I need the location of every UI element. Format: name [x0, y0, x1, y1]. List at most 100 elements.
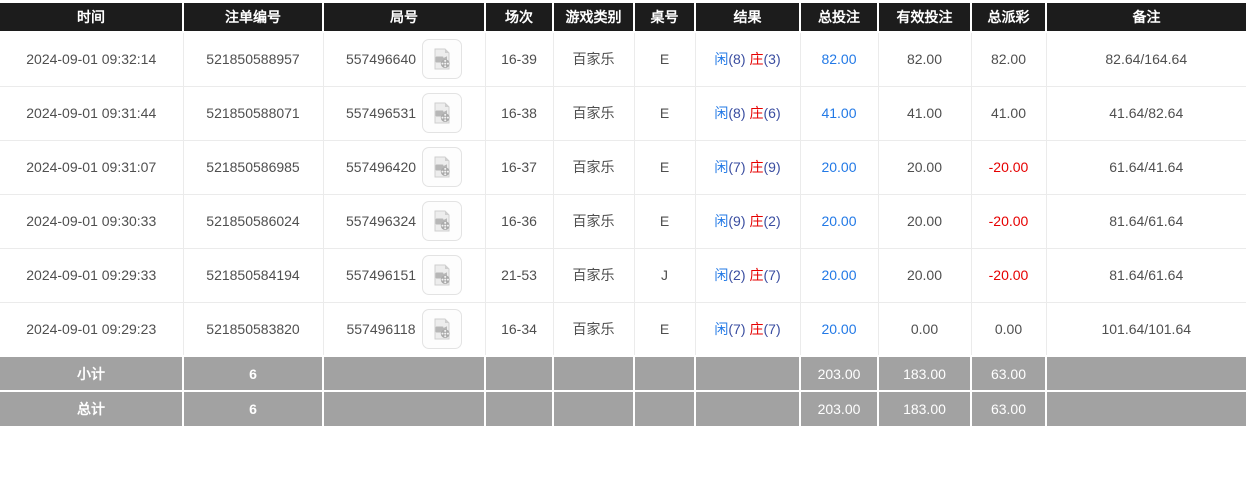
cell-result: 闲(2) 庄(7) [694, 247, 801, 303]
total-bet-link[interactable]: 20.00 [821, 159, 857, 175]
table-body: 2024-09-01 09:32:14 521850588957 5574966… [0, 31, 1246, 357]
cell-session: 16-38 [484, 85, 554, 141]
result-player-score: (8) [728, 51, 746, 68]
cell-round-id: 557496324 [322, 193, 486, 249]
summary-total-payout: 63.00 [971, 355, 1047, 391]
cell-table-no: E [633, 31, 696, 87]
video-replay-button[interactable] [422, 201, 463, 241]
summary-row: 总计 6 203.00 183.00 63.00 [0, 390, 1246, 426]
total-bet-link[interactable]: 82.00 [821, 51, 857, 68]
cell-bet-id: 521850588071 [182, 85, 324, 141]
cell-bet-id: 521850588957 [182, 31, 324, 87]
video-replay-button[interactable] [422, 93, 463, 133]
summary-empty-round [323, 355, 486, 391]
summary-empty-round [323, 390, 486, 426]
result-banker-score: (3) [763, 51, 781, 68]
result-banker-label: 庄 [749, 213, 764, 229]
summary-empty-game-type [553, 390, 635, 426]
summary-empty-table-no [634, 390, 696, 426]
cell-round-id: 557496640 [322, 31, 486, 87]
col-header-total-bet: 总投注 [800, 3, 879, 33]
round-id-text: 557496640 [345, 51, 417, 68]
cell-time: 2024-09-01 09:30:33 [0, 193, 184, 249]
cell-remark: 61.64/41.64 [1045, 139, 1246, 195]
cell-game-type: 百家乐 [552, 301, 635, 357]
round-id-text: 557496531 [345, 105, 417, 121]
cell-table-no: E [633, 139, 696, 195]
summary-valid-bet: 183.00 [878, 390, 972, 426]
cell-table-no: E [633, 301, 696, 357]
video-replay-button[interactable] [422, 147, 463, 187]
video-file-icon [434, 318, 450, 340]
cell-table-no: E [633, 85, 696, 141]
cell-remark: 101.64/101.64 [1045, 301, 1246, 357]
cell-total-bet: 20.00 [799, 247, 879, 303]
table-row: 2024-09-01 09:29:33 521850584194 5574961… [0, 247, 1246, 303]
summary-total-payout: 63.00 [971, 390, 1047, 426]
cell-total-payout: -20.00 [970, 247, 1047, 303]
total-bet-link[interactable]: 20.00 [821, 320, 857, 337]
video-file-icon [434, 48, 450, 70]
cell-total-payout: 41.00 [970, 85, 1047, 141]
result-banker-score: (6) [763, 105, 781, 121]
cell-remark: 81.64/61.64 [1045, 193, 1246, 249]
cell-time: 2024-09-01 09:31:07 [0, 139, 184, 195]
summary-empty-result [695, 355, 801, 391]
summary-label: 总计 [0, 390, 184, 426]
cell-result: 闲(7) 庄(7) [694, 301, 801, 357]
col-header-table-no: 桌号 [634, 3, 696, 33]
cell-game-type: 百家乐 [552, 139, 635, 195]
col-header-result: 结果 [695, 3, 801, 33]
cell-round-id: 557496118 [322, 301, 486, 357]
summary-label: 小计 [0, 355, 184, 391]
result-player-score: (8) [728, 105, 746, 121]
total-bet-link[interactable]: 20.00 [821, 267, 857, 283]
summary-empty-result [695, 390, 801, 426]
cell-bet-id: 521850586024 [182, 193, 324, 249]
bet-records-table: 时间 注单编号 局号 场次 游戏类别 桌号 结果 总投注 有效投注 总派彩 备注… [0, 3, 1246, 426]
cell-valid-bet: 20.00 [877, 193, 972, 249]
cell-result: 闲(8) 庄(6) [694, 85, 801, 141]
col-header-time: 时间 [0, 3, 184, 33]
table-row: 2024-09-01 09:31:44 521850588071 5574965… [0, 85, 1246, 141]
cell-valid-bet: 41.00 [877, 85, 972, 141]
summary-empty-table-no [634, 355, 696, 391]
result-player-label: 闲 [714, 51, 729, 68]
total-bet-link[interactable]: 41.00 [821, 105, 857, 121]
cell-result: 闲(8) 庄(3) [694, 31, 801, 87]
cell-bet-id: 521850586985 [182, 139, 324, 195]
col-header-total-payout: 总派彩 [971, 3, 1047, 33]
round-id-text: 557496324 [345, 213, 417, 229]
cell-time: 2024-09-01 09:31:44 [0, 85, 184, 141]
cell-round-id: 557496420 [322, 139, 486, 195]
cell-session: 16-36 [484, 193, 554, 249]
cell-time: 2024-09-01 09:29:23 [0, 301, 184, 357]
table-row: 2024-09-01 09:31:07 521850586985 5574964… [0, 139, 1246, 195]
col-header-session: 场次 [485, 3, 554, 33]
result-player-score: (7) [728, 320, 746, 337]
cell-game-type: 百家乐 [552, 193, 635, 249]
cell-round-id: 557496151 [322, 247, 486, 303]
cell-valid-bet: 82.00 [877, 31, 972, 87]
video-replay-button[interactable] [422, 39, 463, 80]
summary-total-bet: 203.00 [800, 390, 879, 426]
table-row: 2024-09-01 09:32:14 521850588957 5574966… [0, 31, 1246, 87]
col-header-round-id: 局号 [323, 3, 486, 33]
col-header-valid-bet: 有效投注 [878, 3, 972, 33]
summary-empty-session [485, 390, 554, 426]
video-replay-button[interactable] [421, 308, 462, 349]
cell-time: 2024-09-01 09:29:33 [0, 247, 184, 303]
result-player-score: (2) [728, 267, 746, 283]
cell-time: 2024-09-01 09:32:14 [0, 31, 184, 87]
cell-valid-bet: 20.00 [877, 139, 972, 195]
total-bet-link[interactable]: 20.00 [821, 213, 857, 229]
summary-empty-remark [1046, 390, 1246, 426]
cell-total-payout: -20.00 [970, 139, 1047, 195]
video-file-icon [434, 156, 450, 178]
cell-total-bet: 41.00 [799, 85, 879, 141]
table-row: 2024-09-01 09:30:33 521850586024 5574963… [0, 193, 1246, 249]
video-replay-button[interactable] [422, 255, 463, 295]
cell-valid-bet: 20.00 [877, 247, 972, 303]
result-banker-score: (7) [763, 320, 781, 337]
cell-bet-id: 521850583820 [182, 301, 324, 357]
